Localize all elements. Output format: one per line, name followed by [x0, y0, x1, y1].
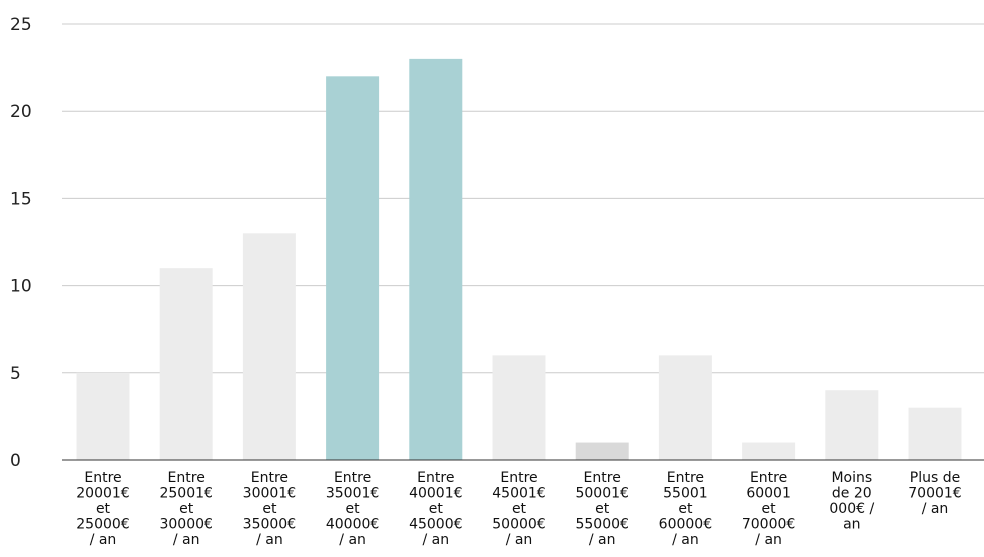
x-tick-label-line: 25000€	[76, 517, 129, 533]
bar	[908, 407, 962, 460]
x-tick-label-line: Entre	[750, 470, 787, 486]
x-tick-label: Entre 60001 et 70000€ / an	[742, 470, 795, 548]
x-tick-label-line: Entre	[168, 470, 205, 486]
x-tick-label: Plus de 70001€ / an	[908, 470, 961, 517]
y-tick-label: 0	[10, 451, 21, 471]
x-tick-label-line: 30000€	[159, 517, 212, 533]
x-tick-label-line: Entre	[584, 470, 621, 486]
bar	[326, 76, 380, 460]
bar	[658, 355, 712, 460]
x-tick-label-line: et	[346, 501, 361, 517]
bar	[575, 442, 629, 460]
x-tick-label: Entre 25001€ et 30000€ / an	[159, 470, 212, 548]
x-tick-label-line: 60000€	[659, 517, 712, 533]
bar	[742, 442, 796, 460]
y-tick-label: 15	[10, 189, 32, 209]
bar	[159, 268, 213, 460]
x-tick-label-line: et	[429, 501, 444, 517]
x-tick-label-line: / an	[589, 532, 616, 548]
x-tick-label-line: 40001€	[409, 486, 462, 502]
x-tick-label-line: Entre	[417, 470, 454, 486]
x-tick-label-line: 55001	[663, 486, 708, 502]
bar	[825, 390, 879, 460]
y-axis-tick-labels: 0 5 10 15 20 25	[10, 15, 32, 471]
x-tick-label: Entre 50001€ et 55000€ / an	[575, 470, 628, 548]
x-tick-label-line: et	[96, 501, 111, 517]
y-tick-label: 20	[10, 102, 32, 122]
bar	[76, 372, 130, 460]
y-tick-label: 5	[10, 364, 21, 384]
x-tick-label: Moins de 20 000€ / an	[829, 470, 874, 533]
x-tick-label-line: Plus de	[910, 470, 960, 486]
x-tick-label-line: 60001	[746, 486, 791, 502]
y-tick-label: 10	[10, 277, 32, 297]
x-tick-label-line: Entre	[667, 470, 704, 486]
x-tick-label-line: 40000€	[326, 517, 379, 533]
x-tick-label-line: an	[843, 517, 860, 533]
x-tick-label-line: 50000€	[492, 517, 545, 533]
x-tick-label-line: et	[179, 501, 194, 517]
x-tick-label: Entre 45001€ et 50000€ / an	[492, 470, 545, 548]
x-tick-label-line: 35000€	[243, 517, 296, 533]
x-tick-label-line: Entre	[500, 470, 537, 486]
x-tick-label-line: Entre	[334, 470, 371, 486]
x-tick-label: Entre 55001 et 60000€ / an	[659, 470, 712, 548]
x-tick-label: Entre 20001€ et 25000€ / an	[76, 470, 129, 548]
x-tick-label: Entre 35001€ et 40000€ / an	[326, 470, 379, 548]
bar	[242, 233, 296, 460]
x-tick-label-line: Moins	[831, 470, 872, 486]
x-tick-label-line: / an	[90, 532, 117, 548]
x-tick-label-line: et	[678, 501, 693, 517]
x-tick-label-line: / an	[339, 532, 366, 548]
x-tick-label-line: / an	[922, 501, 949, 517]
x-tick-label-line: 45000€	[409, 517, 462, 533]
y-tick-label: 25	[10, 15, 32, 35]
x-tick-label-line: 55000€	[575, 517, 628, 533]
x-tick-label-line: 70001€	[908, 486, 961, 502]
x-tick-label-line: / an	[506, 532, 533, 548]
x-tick-label-line: / an	[173, 532, 200, 548]
bar	[492, 355, 546, 460]
x-tick-label-line: / an	[422, 532, 449, 548]
x-tick-label-line: 25001€	[159, 486, 212, 502]
x-tick-label-line: 35001€	[326, 486, 379, 502]
x-tick-label-line: 45001€	[492, 486, 545, 502]
x-tick-label-line: 30001€	[243, 486, 296, 502]
x-tick-label-line: Entre	[251, 470, 288, 486]
x-tick-label-line: / an	[755, 532, 782, 548]
x-tick-label-line: / an	[256, 532, 283, 548]
x-tick-label-line: et	[262, 501, 277, 517]
x-tick-label-line: / an	[672, 532, 699, 548]
grid-lines	[62, 23, 984, 374]
x-tick-label: Entre 40001€ et 45000€ / an	[409, 470, 462, 548]
bar	[409, 58, 463, 460]
x-tick-label-line: et	[595, 501, 610, 517]
x-tick-label-line: 000€ /	[829, 501, 874, 517]
x-tick-label-line: Entre	[84, 470, 121, 486]
bars	[76, 58, 962, 460]
x-tick-label-line: de 20	[832, 486, 872, 502]
x-tick-label-line: 70000€	[742, 517, 795, 533]
x-tick-label-line: 50001€	[575, 486, 628, 502]
x-tick-label-line: et	[762, 501, 777, 517]
x-tick-label: Entre 30001€ et 35000€ / an	[243, 470, 296, 548]
x-tick-label-line: et	[512, 501, 527, 517]
x-tick-label-line: 20001€	[76, 486, 129, 502]
